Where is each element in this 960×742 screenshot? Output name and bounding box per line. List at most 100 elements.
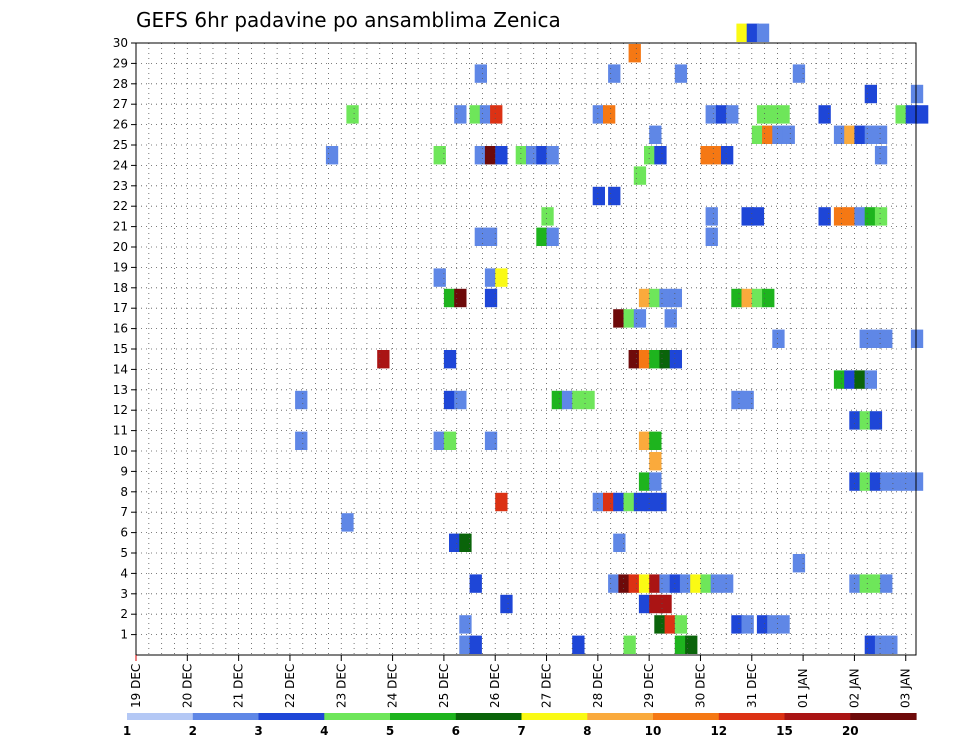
precip-cell bbox=[474, 64, 487, 83]
precip-cell bbox=[756, 105, 770, 124]
precip-cell bbox=[864, 84, 877, 104]
legend-label: 15 bbox=[776, 724, 793, 738]
legend-label: 20 bbox=[842, 724, 859, 738]
precip-cell bbox=[341, 513, 354, 532]
precip-cell bbox=[633, 492, 647, 512]
precip-cell bbox=[700, 574, 713, 593]
legend-swatch bbox=[455, 713, 523, 720]
precip-cell bbox=[654, 492, 667, 512]
x-tick-label: 24 DEC bbox=[386, 664, 400, 708]
precip-cell bbox=[433, 146, 446, 165]
precip-cell bbox=[669, 350, 682, 369]
precip-cell bbox=[484, 431, 498, 450]
x-axis: 19 DEC 20 DEC 21 DEC 22 DEC 23 DEC 24 DEC 25 D… bbox=[129, 655, 913, 708]
precip-cell bbox=[628, 350, 641, 369]
precip-cell bbox=[818, 207, 831, 226]
precip-cell bbox=[741, 288, 754, 308]
y-tick-label: 29 bbox=[113, 56, 128, 70]
legend-swatch bbox=[324, 713, 391, 720]
y-axis: 1234567891011121314151617181920212223242… bbox=[113, 36, 136, 642]
precip-cell bbox=[905, 105, 918, 124]
y-tick-label: 8 bbox=[120, 485, 128, 499]
legend-label: 1 bbox=[123, 724, 131, 738]
chart-title: GEFS 6hr padavine po ansamblima Zenica bbox=[136, 8, 561, 32]
x-tick-label: 03 JAN bbox=[899, 668, 913, 708]
precip-cell bbox=[869, 411, 883, 430]
precip-cell bbox=[633, 166, 647, 185]
legend-swatch bbox=[258, 713, 325, 720]
precip-cell bbox=[649, 452, 662, 471]
y-tick-label: 23 bbox=[113, 179, 128, 193]
precip-cell bbox=[864, 125, 877, 144]
legend-swatch bbox=[521, 713, 588, 720]
precip-cell bbox=[767, 615, 780, 634]
y-tick-label: 16 bbox=[113, 322, 128, 336]
x-tick-label: 26 DEC bbox=[488, 664, 502, 708]
precip-cell bbox=[623, 635, 636, 654]
precip-cell bbox=[443, 288, 457, 308]
y-tick-label: 15 bbox=[113, 342, 128, 356]
data-cells bbox=[295, 23, 929, 654]
precip-cell bbox=[859, 411, 872, 430]
precip-cell bbox=[715, 105, 729, 124]
precip-cell bbox=[844, 125, 857, 144]
precip-cell bbox=[721, 574, 734, 593]
precip-cell bbox=[880, 329, 893, 348]
precip-cell bbox=[638, 594, 652, 614]
y-tick-label: 28 bbox=[113, 77, 128, 91]
precip-cell bbox=[469, 574, 482, 593]
y-tick-label: 11 bbox=[113, 424, 128, 438]
precip-cell bbox=[433, 431, 446, 450]
precip-cell bbox=[772, 125, 785, 144]
legend-label: 12 bbox=[710, 724, 727, 738]
precip-cell bbox=[849, 411, 862, 430]
x-tick-label: 02 JAN bbox=[847, 668, 861, 708]
precip-cell bbox=[644, 146, 657, 165]
legend-swatch bbox=[192, 713, 260, 720]
y-tick-label: 9 bbox=[120, 464, 128, 478]
precip-cell bbox=[880, 574, 893, 593]
y-tick-label: 21 bbox=[113, 220, 128, 234]
color-legend: 1 2 3 4 5 6 7 8 10 12 15 20 bbox=[123, 713, 917, 738]
precip-cell bbox=[705, 227, 718, 246]
y-tick-label: 3 bbox=[120, 587, 128, 601]
precip-cell bbox=[685, 635, 698, 654]
precip-cell bbox=[741, 390, 754, 410]
legend-swatch bbox=[390, 713, 457, 720]
precip-cell bbox=[721, 146, 734, 165]
precip-cell bbox=[541, 207, 554, 226]
precip-cell bbox=[649, 472, 662, 491]
precip-cell bbox=[474, 227, 487, 246]
precip-cell bbox=[495, 492, 508, 512]
precip-cell bbox=[854, 125, 867, 144]
y-tick-label: 12 bbox=[113, 403, 128, 417]
y-tick-label: 18 bbox=[113, 281, 128, 295]
precip-cell bbox=[346, 105, 359, 124]
grid-lines bbox=[136, 42, 916, 655]
x-tick-label: 19 DEC bbox=[129, 664, 143, 708]
precip-cell bbox=[474, 146, 487, 165]
precip-cell bbox=[592, 492, 605, 512]
precip-cell bbox=[644, 492, 657, 512]
precip-cell bbox=[859, 329, 872, 348]
precip-cell bbox=[741, 615, 754, 634]
y-tick-label: 17 bbox=[113, 301, 128, 315]
y-tick-label: 19 bbox=[113, 260, 128, 274]
legend-swatch bbox=[850, 713, 917, 720]
legend-swatch bbox=[784, 713, 851, 720]
precip-cell bbox=[454, 288, 467, 308]
precip-cell bbox=[526, 146, 539, 165]
precip-cell bbox=[844, 207, 857, 226]
precip-cell bbox=[454, 390, 467, 410]
legend-label: 10 bbox=[645, 724, 662, 738]
precip-cell bbox=[869, 329, 883, 348]
precip-cell bbox=[869, 472, 883, 491]
precip-cell bbox=[443, 390, 457, 410]
precip-cell bbox=[582, 390, 595, 410]
precip-cell bbox=[469, 105, 482, 124]
y-tick-label: 13 bbox=[113, 383, 128, 397]
precip-cell bbox=[792, 64, 806, 83]
precip-cell bbox=[874, 125, 888, 144]
precip-cell bbox=[500, 594, 513, 614]
precip-cell bbox=[859, 574, 872, 593]
